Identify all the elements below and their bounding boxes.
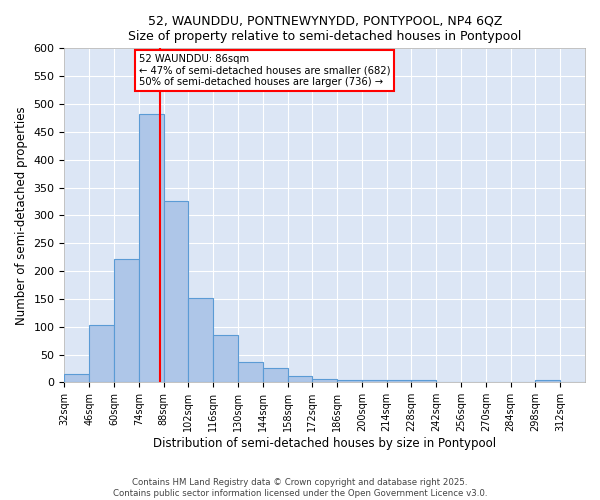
Bar (164, 202, 188, 382)
Bar (139, 114, 164, 382)
Title: 52, WAUNDDU, PONTNEWYNYDD, PONTYPOOL, NP4 6QZ
Size of property relative to semi-: 52, WAUNDDU, PONTNEWYNYDD, PONTYPOOL, NP… (128, 15, 521, 43)
Bar (287, 376, 313, 382)
Bar (313, 379, 337, 382)
Y-axis label: Number of semi-detached properties: Number of semi-detached properties (15, 106, 28, 324)
Bar (64, 374, 89, 382)
Bar (362, 380, 386, 382)
Bar (238, 362, 263, 382)
Text: 52 WAUNDDU: 86sqm
← 47% of semi-detached houses are smaller (682)
50% of semi-de: 52 WAUNDDU: 86sqm ← 47% of semi-detached… (139, 54, 390, 87)
Bar (412, 380, 436, 382)
Bar (89, 325, 114, 382)
Bar (535, 380, 560, 382)
Bar (337, 380, 362, 382)
Bar (114, 260, 139, 382)
Bar (213, 335, 238, 382)
Bar (188, 298, 213, 382)
Text: Contains HM Land Registry data © Crown copyright and database right 2025.
Contai: Contains HM Land Registry data © Crown c… (113, 478, 487, 498)
Bar (386, 380, 412, 382)
X-axis label: Distribution of semi-detached houses by size in Pontypool: Distribution of semi-detached houses by … (153, 437, 496, 450)
Bar (263, 368, 287, 382)
